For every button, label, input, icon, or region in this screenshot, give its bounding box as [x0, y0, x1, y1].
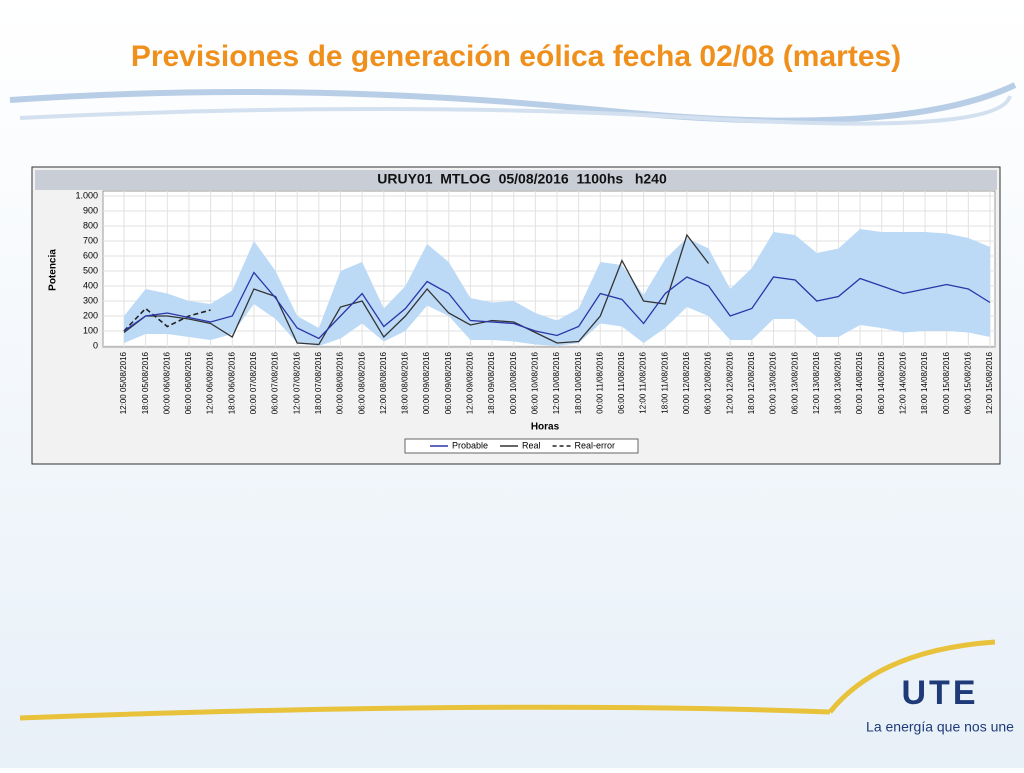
x-tick-label: 18:00 14/08/2016	[920, 351, 929, 414]
x-tick-label: 18:00 08/08/2016	[401, 351, 410, 414]
x-tick-label: 18:00 05/08/2016	[141, 351, 150, 414]
x-tick-label: 06:00 13/08/2016	[790, 351, 799, 414]
x-tick-label: 12:00 13/08/2016	[812, 351, 821, 414]
x-tick-label: 18:00 13/08/2016	[834, 351, 843, 414]
y-tick-label: 800	[83, 220, 98, 230]
y-tick-label: 400	[83, 280, 98, 290]
x-tick-label: 00:00 10/08/2016	[509, 351, 518, 414]
x-tick-label: 06:00 15/08/2016	[963, 351, 972, 414]
x-tick-label: 12:00 09/08/2016	[466, 351, 475, 414]
x-tick-label: 00:00 15/08/2016	[942, 351, 951, 414]
x-tick-label: 06:00 09/08/2016	[444, 351, 453, 414]
x-tick-label: 00:00 08/08/2016	[336, 351, 345, 414]
swoosh	[19, 95, 1012, 126]
y-tick-label: 700	[83, 235, 98, 245]
x-tick-label: 12:00 11/08/2016	[639, 351, 648, 413]
x-tick-label: 00:00 06/08/2016	[162, 351, 171, 414]
x-tick-label: 12:00 06/08/2016	[206, 351, 215, 414]
y-tick-label: 100	[83, 325, 98, 335]
x-tick-label: 18:00 12/08/2016	[747, 351, 756, 414]
x-tick-label: 06:00 12/08/2016	[704, 351, 713, 414]
x-tick-label: 18:00 07/08/2016	[314, 351, 323, 414]
x-tick-label: 12:00 08/08/2016	[379, 351, 388, 414]
series-line	[123, 233, 710, 346]
x-tick-label: 12:00 05/08/2016	[119, 351, 128, 414]
x-tick-label: 12:00 15/08/2016	[985, 351, 994, 414]
x-tick-label: 12:00 10/08/2016	[552, 351, 561, 414]
x-tick-label: 00:00 13/08/2016	[769, 351, 778, 414]
x-tick-label: 00:00 09/08/2016	[422, 351, 431, 414]
x-tick-label: 12:00 07/08/2016	[292, 351, 301, 414]
y-tick-label: 300	[83, 295, 98, 305]
y-tick-label: 0	[93, 340, 98, 350]
x-tick-label: 06:00 11/08/2016	[617, 351, 626, 413]
y-tick-label: 900	[83, 205, 98, 215]
legend-label: Real	[522, 440, 541, 450]
legend-label: Probable	[452, 440, 488, 450]
x-tick-label: 00:00 12/08/2016	[682, 351, 691, 414]
y-tick-label: 1.000	[75, 190, 98, 200]
x-tick-label: 06:00 07/08/2016	[271, 351, 280, 414]
x-tick-label: 06:00 14/08/2016	[877, 351, 886, 414]
x-tick-label: 00:00 14/08/2016	[855, 351, 864, 414]
swoosh	[9, 82, 1017, 124]
chart-title: URUY01 MTLOG 05/08/2016 1100hs h240	[377, 171, 667, 187]
y-tick-label: 200	[83, 310, 98, 320]
y-tick-label: 500	[83, 265, 98, 275]
x-tick-label: 06:00 10/08/2016	[530, 351, 539, 414]
series-line	[123, 271, 991, 340]
y-axis-label: Potencia	[48, 249, 59, 291]
x-tick-label: 18:00 09/08/2016	[487, 351, 496, 414]
x-tick-label: 06:00 08/08/2016	[357, 351, 366, 414]
x-tick-label: 18:00 11/08/2016	[660, 351, 669, 413]
slide-title: Previsiones de generación eólica fecha 0…	[131, 40, 901, 73]
logo: UTE	[902, 674, 979, 712]
slogan: La energía que nos une	[866, 719, 1014, 735]
x-tick-label: 00:00 11/08/2016	[595, 351, 604, 413]
series-line	[123, 307, 211, 332]
chart-title-bar	[35, 170, 997, 190]
y-tick-label: 600	[83, 250, 98, 260]
x-tick-label: 18:00 06/08/2016	[227, 351, 236, 414]
x-tick-label: 12:00 12/08/2016	[725, 351, 734, 414]
legend-label: Real-error	[575, 440, 616, 450]
swoosh	[828, 639, 996, 714]
x-tick-label: 00:00 07/08/2016	[249, 351, 258, 414]
x-tick-label: 12:00 14/08/2016	[899, 351, 908, 414]
x-tick-label: 06:00 06/08/2016	[184, 351, 193, 414]
x-axis-label: Horas	[531, 422, 560, 433]
x-tick-label: 18:00 10/08/2016	[574, 351, 583, 414]
legend	[404, 438, 639, 454]
swoosh	[19, 704, 831, 721]
